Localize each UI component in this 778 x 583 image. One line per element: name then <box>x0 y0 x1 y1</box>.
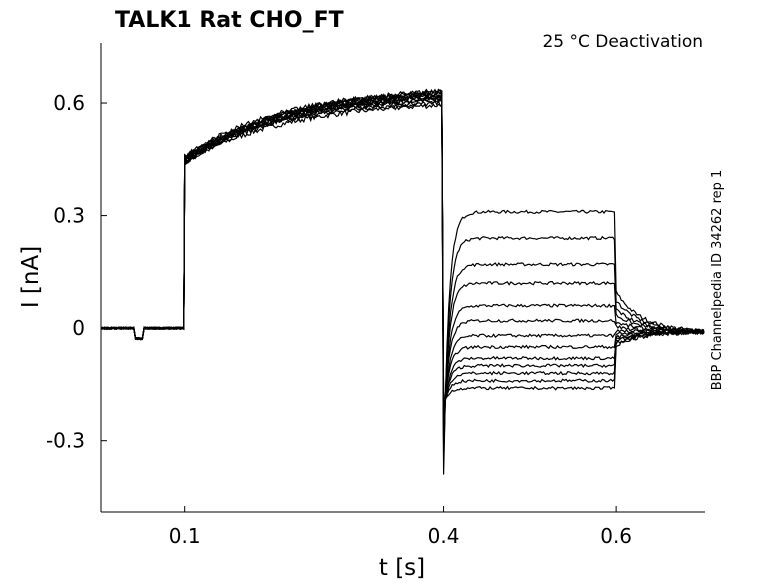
trace-line <box>100 94 705 426</box>
y-axis-label: I [nA] <box>18 246 44 308</box>
y-ticks: 0.6 0.3 0 -0.3 <box>46 91 107 453</box>
x-tick-label: 0.6 <box>600 524 632 548</box>
trace-line <box>100 88 705 404</box>
x-tick-label: 0.1 <box>169 524 201 548</box>
chart-subtitle: 25 °C Deactivation <box>542 32 703 52</box>
side-label: BBP Channelpedia ID 34262 rep 1 <box>710 170 725 391</box>
trace-line <box>100 95 705 438</box>
y-tick-label: 0.6 <box>53 91 85 115</box>
series-traces <box>100 88 705 475</box>
y-tick-label: 0.3 <box>53 204 85 228</box>
x-axis-label: t [s] <box>379 555 425 581</box>
x-tick-label: 0.4 <box>428 524 460 548</box>
trace-line <box>100 92 705 419</box>
x-ticks: 0.1 0.4 0.6 <box>169 506 632 548</box>
trace-line <box>100 90 705 415</box>
chart-title: TALK1 Rat CHO_FT <box>115 8 344 33</box>
trace-line <box>100 88 705 408</box>
trace-line <box>100 90 705 411</box>
trace-line <box>100 103 705 475</box>
y-tick-label: 0 <box>72 316 85 340</box>
y-tick-label: -0.3 <box>46 429 85 453</box>
